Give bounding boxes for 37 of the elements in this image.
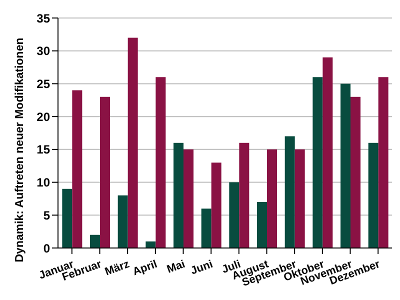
y-tick-label: 30 — [36, 44, 50, 58]
y-tick-label: 35 — [36, 11, 50, 26]
y-tick-label: 10 — [36, 176, 50, 190]
bar — [100, 96, 110, 248]
bar — [62, 188, 72, 248]
y-tick-label: 15 — [36, 142, 50, 157]
bar — [72, 90, 82, 248]
bar — [128, 38, 138, 248]
bar — [229, 182, 240, 248]
y-tick-label: 25 — [36, 76, 50, 91]
y-tick-label: 5 — [43, 208, 50, 222]
bar — [201, 208, 212, 248]
bar — [146, 241, 156, 248]
x-tick-label: Mai — [165, 258, 187, 276]
bar — [211, 162, 222, 248]
x-tick-label: Juni — [189, 258, 215, 278]
bar — [312, 77, 323, 248]
bar — [284, 136, 295, 248]
x-tick-label: März — [103, 258, 132, 278]
bar — [368, 142, 378, 248]
y-tick-label: 20 — [36, 110, 50, 124]
bar — [340, 84, 351, 248]
bar — [156, 77, 166, 248]
bar — [184, 149, 194, 248]
bar — [322, 57, 333, 248]
bar — [378, 77, 388, 248]
bar — [350, 96, 361, 248]
y-axis-title: Dynamik: Auftreten neuer Modifikationen — [14, 38, 26, 262]
bar — [257, 202, 268, 248]
y-tick-label: 0 — [43, 241, 50, 256]
bar — [118, 195, 128, 248]
bar — [174, 142, 184, 248]
bar — [239, 142, 250, 248]
bar — [294, 149, 305, 248]
bar — [267, 149, 278, 248]
x-tick-label: April — [131, 258, 159, 278]
bar — [90, 234, 100, 248]
